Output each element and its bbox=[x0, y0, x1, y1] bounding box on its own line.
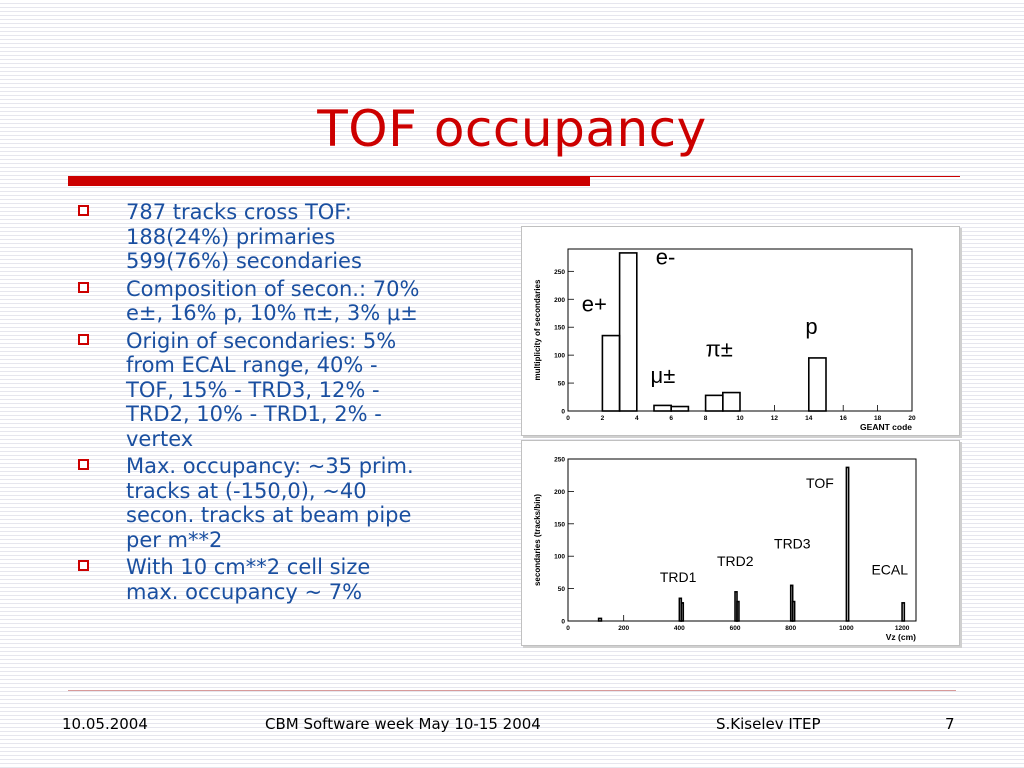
plot-frame bbox=[567, 458, 917, 622]
y-tick-label: 150 bbox=[554, 521, 565, 528]
histogram-bar bbox=[736, 600, 740, 622]
chart-annotation: TRD2 bbox=[717, 553, 754, 569]
y-tick-label: 100 bbox=[554, 554, 565, 561]
chart-panel-geant: 0 2 4 6 8 10 12 14 16 18 20 0 50 100 150 200 250 multipli… bbox=[521, 226, 960, 436]
footer-divider bbox=[68, 690, 956, 691]
y-tick-label: 50 bbox=[558, 381, 566, 388]
slide-title: TOF occupancy bbox=[317, 100, 707, 158]
x-tick-label: 4 bbox=[635, 415, 639, 422]
vz-histogram: 0 200 400 600 800 1000 1200 0 50 100 150 200 250 seco… bbox=[533, 457, 917, 642]
chart-annotation: e+ bbox=[582, 292, 607, 317]
histogram-bar bbox=[845, 466, 850, 622]
geant-code-histogram: 0 2 4 6 8 10 12 14 16 18 20050100150200250multipli… bbox=[533, 245, 916, 432]
bullet-list: 787 tracks cross TOF: 188(24%) primaries… bbox=[76, 200, 506, 607]
chart-annotation: ECAL bbox=[871, 561, 908, 577]
x-tick-label: 1200 bbox=[895, 625, 910, 632]
y-tick-label: 0 bbox=[561, 409, 565, 416]
x-tick-label: 8 bbox=[704, 415, 708, 422]
histogram-bar bbox=[680, 602, 685, 622]
chart-panel-vz: 0 200 400 600 800 1000 1200 0 50 100 150 200 250 seco… bbox=[521, 440, 960, 646]
title-underline-line bbox=[590, 176, 960, 177]
bullet-line: 188(24%) primaries bbox=[126, 224, 336, 249]
x-tick-label: 1000 bbox=[839, 625, 854, 632]
bullet-line: TRD2, 10% - TRD1, 2% - bbox=[126, 402, 382, 426]
bullet-item: Composition of secon.: 70% e±, 16% p, 10… bbox=[76, 277, 506, 326]
square-bullet-icon bbox=[78, 560, 89, 571]
x-tick-label: 800 bbox=[785, 625, 796, 632]
y-tick-label: 200 bbox=[554, 297, 565, 304]
square-bullet-icon bbox=[78, 281, 89, 293]
histogram-bar bbox=[901, 602, 906, 622]
bullet-item: With 10 cm**2 cell size max. occupancy ~… bbox=[76, 555, 506, 604]
chart-annotation: π± bbox=[706, 336, 733, 361]
histogram-bar bbox=[618, 252, 638, 412]
y-tick-label: 200 bbox=[554, 489, 565, 496]
histogram-bar bbox=[653, 404, 673, 412]
bullet-line: max. occupancy ~ 7% bbox=[126, 579, 363, 604]
x-tick-label: 0 bbox=[566, 625, 570, 632]
square-bullet-icon bbox=[78, 459, 89, 470]
bullet-line: Composition of secon.: 70% bbox=[126, 276, 420, 301]
y-tick-label: 250 bbox=[554, 457, 565, 464]
x-tick-label: 600 bbox=[730, 625, 741, 632]
histogram-bar bbox=[704, 394, 724, 412]
footer-page-number: 7 bbox=[945, 715, 955, 733]
chart-annotation: e- bbox=[656, 245, 676, 270]
y-axis-label: multiplicity of secondaries bbox=[533, 279, 542, 380]
bullet-line: TOF, 15% - TRD3, 12% - bbox=[126, 377, 380, 402]
y-axis-label: secondaries (tracks/bin) bbox=[533, 494, 542, 586]
histogram-bar bbox=[791, 600, 796, 622]
chart-annotation: TRD3 bbox=[774, 535, 811, 551]
bullet-line: Max. occupancy: ~35 prim. bbox=[126, 454, 414, 478]
histogram-bar bbox=[722, 391, 741, 412]
bullet-item: 787 tracks cross TOF: 188(24%) primaries… bbox=[76, 200, 506, 274]
x-tick-label: 12 bbox=[771, 415, 779, 422]
bullet-line: vertex bbox=[126, 426, 194, 451]
y-tick-label: 0 bbox=[561, 619, 565, 626]
bullet-item: Max. occupancy: ~35 prim. tracks at (-15… bbox=[76, 454, 506, 552]
y-tick-label: 150 bbox=[554, 325, 565, 332]
chart-annotation: TOF bbox=[806, 475, 834, 491]
footer-author: S.Kiselev ITEP bbox=[716, 715, 821, 733]
y-tick-label: 50 bbox=[558, 586, 566, 593]
x-axis-label: Vz (cm) bbox=[886, 632, 916, 642]
x-tick-label: 2 bbox=[601, 415, 605, 422]
bullet-line: e±, 16% p, 10% π±, 3% μ± bbox=[126, 301, 418, 325]
y-tick-label: 250 bbox=[554, 269, 565, 276]
bullet-line: With 10 cm**2 cell size bbox=[126, 555, 371, 579]
x-tick-label: 18 bbox=[874, 415, 882, 422]
title-underline-bar bbox=[68, 176, 590, 186]
x-tick-label: 6 bbox=[669, 415, 673, 422]
bullet-line: Origin of secondaries: 5% bbox=[126, 328, 397, 353]
x-tick-label: 20 bbox=[908, 415, 916, 422]
histogram-bar bbox=[807, 357, 827, 412]
x-tick-label: 0 bbox=[566, 415, 570, 422]
bullet-line: tracks at (-150,0), ~40 bbox=[126, 478, 367, 503]
chart-annotation: p bbox=[805, 314, 817, 339]
x-tick-label: 14 bbox=[805, 415, 813, 422]
chart-annotation: μ± bbox=[651, 363, 676, 388]
histogram-bar bbox=[597, 617, 603, 622]
bullet-line: 599(76%) secondaries bbox=[126, 249, 362, 273]
x-tick-label: 16 bbox=[840, 415, 848, 422]
x-tick-label: 400 bbox=[674, 625, 685, 632]
footer-event: CBM Software week May 10-15 2004 bbox=[265, 715, 541, 733]
square-bullet-icon bbox=[78, 333, 89, 345]
bullet-item: Origin of secondaries: 5% from ECAL rang… bbox=[76, 329, 506, 452]
footer-date: 10.05.2004 bbox=[62, 715, 148, 733]
bullet-line: per m**2 bbox=[126, 527, 223, 552]
x-axis-label: GEANT code bbox=[860, 422, 912, 432]
bullet-line: secon. tracks at beam pipe bbox=[126, 503, 412, 527]
histogram-bar bbox=[601, 334, 621, 412]
x-tick-label: 200 bbox=[618, 625, 629, 632]
chart-annotation: TRD1 bbox=[660, 569, 697, 585]
x-tick-label: 10 bbox=[736, 415, 744, 422]
histogram-bar bbox=[670, 405, 690, 412]
bullet-line: 787 tracks cross TOF: bbox=[126, 200, 352, 224]
y-tick-label: 100 bbox=[554, 353, 565, 360]
square-bullet-icon bbox=[78, 205, 89, 216]
bullet-line: from ECAL range, 40% - bbox=[126, 353, 378, 377]
